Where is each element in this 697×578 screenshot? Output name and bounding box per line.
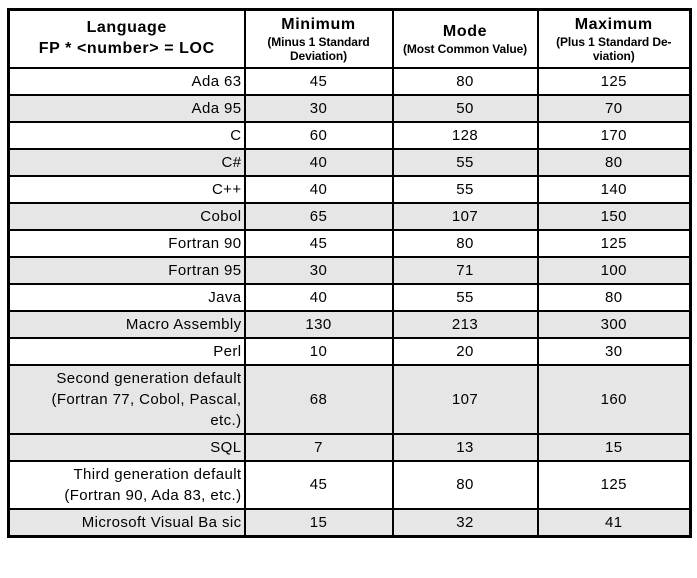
mode-cell: 55 [391,147,539,177]
table-row: Microsoft Visual Ba sic 15 32 41 [7,507,692,537]
minimum-cell: 30 [243,93,394,123]
language-cell: C [7,120,246,150]
minimum-cell: 45 [243,66,394,96]
language-cell: C++ [7,174,246,204]
mode-cell: 80 [391,66,539,96]
table-row: C# 40 55 80 [7,147,692,177]
maximum-cell: 15 [536,432,692,462]
column-title: Mode [442,22,488,40]
table-row: Third generation default (Fortran 90, Ad… [7,459,692,510]
minimum-cell: 130 [243,309,394,339]
language-cell: Third generation default (Fortran 90, Ad… [7,459,246,510]
mode-cell: 55 [391,174,539,204]
minimum-cell: 40 [243,174,394,204]
language-cell: Fortran 95 [7,255,246,285]
maximum-cell: 125 [536,459,692,510]
language-cell: Cobol [7,201,246,231]
language-cell: Java [7,282,246,312]
column-title: Maximum [574,15,653,33]
mode-cell: 213 [391,309,539,339]
maximum-cell: 30 [536,336,692,366]
mode-cell: 13 [391,432,539,462]
language-cell: C# [7,147,246,177]
minimum-cell: 68 [243,363,394,435]
column-subtitle: (Plus 1 Standard De-viation) [556,34,672,63]
minimum-cell: 60 [243,120,394,150]
mode-cell: 55 [391,282,539,312]
column-header-minimum: Minimum (Minus 1 Standard Deviation) [243,8,394,69]
maximum-cell: 125 [536,228,692,258]
column-header-language: Language FP * <number> = LOC [7,8,246,69]
minimum-cell: 7 [243,432,394,462]
minimum-cell: 30 [243,255,394,285]
maximum-cell: 100 [536,255,692,285]
mode-cell: 50 [391,93,539,123]
table-row: Fortran 90 45 80 125 [7,228,692,258]
maximum-cell: 41 [536,507,692,537]
mode-cell: 128 [391,120,539,150]
mode-cell: 107 [391,363,539,435]
language-cell: Ada 95 [7,93,246,123]
maximum-cell: 125 [536,66,692,96]
language-cell: Fortran 90 [7,228,246,258]
mode-cell: 20 [391,336,539,366]
table-row: C 60 128 170 [7,120,692,150]
maximum-cell: 80 [536,147,692,177]
minimum-cell: 10 [243,336,394,366]
column-header-mode: Mode (Most Common Value) [391,8,539,69]
maximum-cell: 70 [536,93,692,123]
minimum-cell: 40 [243,147,394,177]
maximum-cell: 300 [536,309,692,339]
column-title: Language [86,19,167,37]
language-cell: Microsoft Visual Ba sic [7,507,246,537]
mode-cell: 71 [391,255,539,285]
minimum-cell: 45 [243,228,394,258]
table-row: C++ 40 55 140 [7,174,692,204]
mode-cell: 80 [391,228,539,258]
table-row: Cobol 65 107 150 [7,201,692,231]
table-row: Perl 10 20 30 [7,336,692,366]
table-row: Java 40 55 80 [7,282,692,312]
minimum-cell: 15 [243,507,394,537]
mode-cell: 32 [391,507,539,537]
maximum-cell: 150 [536,201,692,231]
maximum-cell: 140 [536,174,692,204]
column-subtitle: FP * <number> = LOC [38,40,215,58]
minimum-cell: 45 [243,459,394,510]
maximum-cell: 80 [536,282,692,312]
table-row: Fortran 95 30 71 100 [7,255,692,285]
language-cell: Second generation default (Fortran 77, C… [7,363,246,435]
language-cell: Ada 63 [7,66,246,96]
column-subtitle: (Minus 1 Standard Deviation) [267,34,370,63]
fp-to-loc-table: Language FP * <number> = LOC Minimum (Mi… [7,8,692,538]
table-row: Second generation default (Fortran 77, C… [7,363,692,435]
language-cell: Perl [7,336,246,366]
column-title: Minimum [281,15,356,33]
maximum-cell: 160 [536,363,692,435]
column-subtitle: (Most Common Value) [402,41,528,56]
minimum-cell: 65 [243,201,394,231]
table-row: SQL 7 13 15 [7,432,692,462]
mode-cell: 107 [391,201,539,231]
maximum-cell: 170 [536,120,692,150]
table-row: Macro Assembly 130 213 300 [7,309,692,339]
minimum-cell: 40 [243,282,394,312]
language-cell: Macro Assembly [7,309,246,339]
language-cell: SQL [7,432,246,462]
table-row: Ada 95 30 50 70 [7,93,692,123]
table-row: Ada 63 45 80 125 [7,66,692,96]
column-header-maximum: Maximum (Plus 1 Standard De-viation) [536,8,692,69]
table-header-row: Language FP * <number> = LOC Minimum (Mi… [7,8,692,69]
mode-cell: 80 [391,459,539,510]
